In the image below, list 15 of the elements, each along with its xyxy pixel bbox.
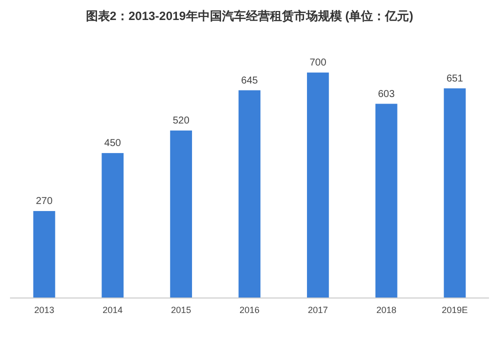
x-tick-label: 2018 <box>376 305 396 315</box>
x-tick-label: 2017 <box>308 305 328 315</box>
title: 图表2：2013-2019年中国汽车经营租赁市场规模 (单位：亿元) <box>86 9 414 23</box>
data-label: 603 <box>378 88 396 100</box>
data-label: 645 <box>241 75 258 86</box>
x-tick-label: 2016 <box>239 305 260 315</box>
x-tick-label: 2019E <box>442 305 468 315</box>
data-label: 270 <box>36 196 53 208</box>
data-label: 450 <box>104 138 122 150</box>
x-tick-label: 2013 <box>34 305 54 315</box>
x-tick-label: 2015 <box>171 305 192 315</box>
data-label: 651 <box>446 73 464 84</box>
data-label: 700 <box>310 58 327 69</box>
data-label: 520 <box>172 116 190 127</box>
x-tick-label: 2014 <box>102 305 123 315</box>
